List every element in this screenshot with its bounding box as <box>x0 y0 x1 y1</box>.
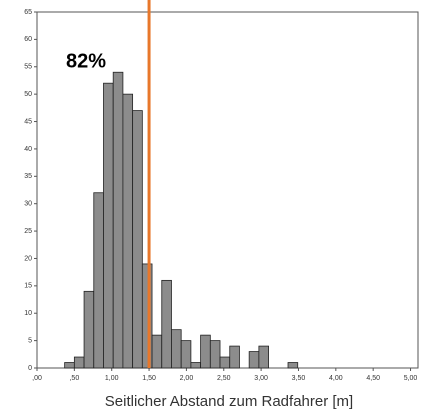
bar <box>112 71 124 369</box>
bar <box>161 279 172 369</box>
y-tick-label: 15 <box>24 283 32 290</box>
bar <box>64 362 75 369</box>
y-tick-label: 35 <box>24 173 32 180</box>
x-tick-label: ,50 <box>69 375 79 382</box>
y-tick-label: 30 <box>24 201 32 208</box>
y-tick-label: 0 <box>28 365 32 372</box>
bar <box>248 351 260 369</box>
bar <box>73 356 85 369</box>
x-tick-label: 2,50 <box>217 375 231 382</box>
x-tick-label: 3,00 <box>254 375 268 382</box>
x-tick-label: 4,50 <box>366 375 380 382</box>
bar <box>122 93 134 369</box>
bar <box>151 334 163 369</box>
y-tick-label: 60 <box>24 36 32 43</box>
y-tick-label: 55 <box>24 64 32 71</box>
x-tick-label: 5,00 <box>404 375 418 382</box>
bar <box>103 82 114 369</box>
x-axis-label: Seitlicher Abstand zum Radfahrer [m] <box>105 393 353 410</box>
bar <box>190 362 202 369</box>
y-tick-label: 45 <box>24 118 32 125</box>
bar <box>209 340 221 369</box>
bar <box>83 290 95 369</box>
y-tick-label: 25 <box>24 228 32 235</box>
y-tick-label: 20 <box>24 255 32 262</box>
annotation: 82% <box>66 50 106 72</box>
y-tick-label: 40 <box>24 146 32 153</box>
bar <box>200 334 211 369</box>
x-tick-label: 1,50 <box>142 375 156 382</box>
y-tick-label: 10 <box>24 310 32 317</box>
bar <box>180 340 192 369</box>
y-tick-label: 50 <box>24 91 32 98</box>
x-tick-label: 1,00 <box>105 375 119 382</box>
bar <box>229 345 240 369</box>
bar <box>171 329 182 369</box>
bar <box>287 362 299 369</box>
x-tick-label: 3,50 <box>292 375 306 382</box>
bar <box>219 356 231 369</box>
y-tick-label: 65 <box>24 9 32 16</box>
x-tick-label: 4,00 <box>329 375 343 382</box>
bar <box>93 192 104 369</box>
x-tick-label: 2,00 <box>180 375 194 382</box>
bar <box>258 345 269 369</box>
bar <box>132 110 143 369</box>
y-tick-label: 5 <box>28 337 32 344</box>
x-tick-label: ,00 <box>32 375 42 382</box>
bar <box>141 263 153 369</box>
